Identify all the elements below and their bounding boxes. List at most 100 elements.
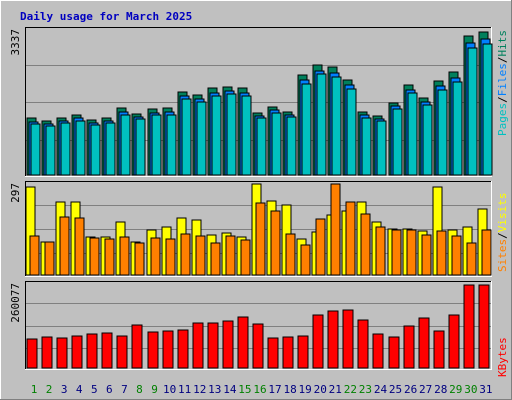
pages-bar-13 xyxy=(211,95,222,176)
sites-bar-21 xyxy=(330,183,341,276)
kbytes-bar-23 xyxy=(357,319,369,369)
sites-bar-10 xyxy=(165,238,176,276)
sites-bar-8 xyxy=(134,242,145,276)
day-label-30: 30 xyxy=(464,383,477,396)
sites-bar-25 xyxy=(391,229,402,276)
kbytes-bar-2 xyxy=(41,336,53,369)
pages-bar-23 xyxy=(361,117,372,176)
legend-pages-files-hits-part-2: Files xyxy=(496,63,509,96)
kbytes-bar-1 xyxy=(26,338,38,369)
pages-bar-22 xyxy=(346,88,357,176)
pages-bar-24 xyxy=(376,120,387,176)
day-label-14: 14 xyxy=(223,383,237,396)
kbytes-bar-9 xyxy=(147,331,159,369)
day-label-25: 25 xyxy=(389,383,402,396)
pages-bar-19 xyxy=(301,83,312,176)
legend-sites-visits-part-0: Sites xyxy=(496,239,509,272)
pages-bar-29 xyxy=(452,81,463,176)
legend-pages-files-hits: Pages/Files/Hits xyxy=(496,30,509,136)
kbytes-bar-17 xyxy=(267,337,279,369)
pages-bar-20 xyxy=(316,73,327,176)
day-label-12: 12 xyxy=(193,383,206,396)
kbytes-bar-12 xyxy=(192,322,204,369)
pages-bar-17 xyxy=(271,112,282,176)
sites-bar-19 xyxy=(300,244,311,276)
pages-bar-10 xyxy=(166,114,177,176)
sites-bar-17 xyxy=(270,210,281,276)
day-label-13: 13 xyxy=(208,383,221,396)
legend-pages-files-hits-part-3: / xyxy=(496,57,509,64)
day-label-11: 11 xyxy=(178,383,191,396)
legend-sites-visits-part-2: Visits xyxy=(496,193,509,233)
pages-bar-31 xyxy=(482,43,493,176)
pages-bar-2 xyxy=(45,125,56,176)
pages-bar-26 xyxy=(407,92,418,176)
day-label-1: 1 xyxy=(31,383,38,396)
pages-bar-9 xyxy=(151,114,162,176)
kbytes-bar-25 xyxy=(388,336,400,369)
kbytes-bar-30 xyxy=(463,284,475,369)
kbytes-bar-28 xyxy=(433,330,445,369)
day-label-22: 22 xyxy=(344,383,357,396)
kbytes-bar-31 xyxy=(478,284,490,369)
legend-sites-visits-part-1: / xyxy=(496,232,509,239)
pages-bar-14 xyxy=(226,93,237,176)
kbytes-bar-5 xyxy=(86,333,98,369)
day-label-10: 10 xyxy=(163,383,176,396)
sites-bar-20 xyxy=(315,218,326,276)
day-label-26: 26 xyxy=(404,383,417,396)
kbytes-bar-4 xyxy=(71,335,83,369)
day-label-24: 24 xyxy=(374,383,388,396)
sites-bar-27 xyxy=(421,234,432,276)
sites-bar-11 xyxy=(180,233,191,276)
kbytes-bar-20 xyxy=(312,314,324,369)
legend-kbytes-part-0: KBytes xyxy=(496,337,509,377)
kbytes-bar-26 xyxy=(403,325,415,369)
kbytes-bar-29 xyxy=(448,314,460,369)
pages-bar-6 xyxy=(105,122,116,176)
day-label-31: 31 xyxy=(479,383,492,396)
pages-bar-11 xyxy=(181,98,192,176)
day-label-19: 19 xyxy=(299,383,312,396)
pages-bar-25 xyxy=(392,108,403,176)
pages-bar-21 xyxy=(331,76,342,176)
pages-bar-30 xyxy=(467,47,478,176)
chart-title: Daily usage for March 2025 xyxy=(20,10,192,23)
kbytes-bar-18 xyxy=(282,336,294,369)
sites-bar-22 xyxy=(345,201,356,276)
pages-bar-12 xyxy=(196,101,207,176)
day-label-23: 23 xyxy=(359,383,372,396)
pages-bar-18 xyxy=(286,116,297,176)
pages-bar-15 xyxy=(241,95,252,176)
day-label-3: 3 xyxy=(61,383,68,396)
kbytes-bar-13 xyxy=(207,322,219,369)
pages-bar-27 xyxy=(422,104,433,176)
pages-bar-8 xyxy=(135,118,146,176)
day-label-17: 17 xyxy=(268,383,281,396)
kbytes-bar-8 xyxy=(131,324,143,369)
kbytes-bar-15 xyxy=(237,316,249,369)
day-label-5: 5 xyxy=(91,383,98,396)
max-label-kbytes: 260077 xyxy=(9,283,22,323)
pages-bar-28 xyxy=(437,89,448,176)
legend-pages-files-hits-part-1: / xyxy=(496,96,509,103)
kbytes-bar-14 xyxy=(222,320,234,369)
kbytes-bar-27 xyxy=(418,317,430,369)
max-label-visits: 297 xyxy=(9,183,22,203)
kbytes-bar-24 xyxy=(372,333,384,369)
day-label-8: 8 xyxy=(136,383,143,396)
day-label-4: 4 xyxy=(76,383,83,396)
sites-bar-14 xyxy=(225,235,236,276)
sites-bar-9 xyxy=(150,237,161,276)
sites-bar-1 xyxy=(29,235,40,276)
sites-bar-30 xyxy=(466,242,477,276)
sites-bar-3 xyxy=(59,216,70,276)
kbytes-bar-21 xyxy=(327,310,339,369)
sites-bar-12 xyxy=(195,235,206,276)
legend-pages-files-hits-part-0: Pages xyxy=(496,103,509,136)
legend-sites-visits: Sites/Visits xyxy=(496,193,509,273)
sites-bar-6 xyxy=(104,238,115,276)
kbytes-bar-6 xyxy=(101,332,113,369)
